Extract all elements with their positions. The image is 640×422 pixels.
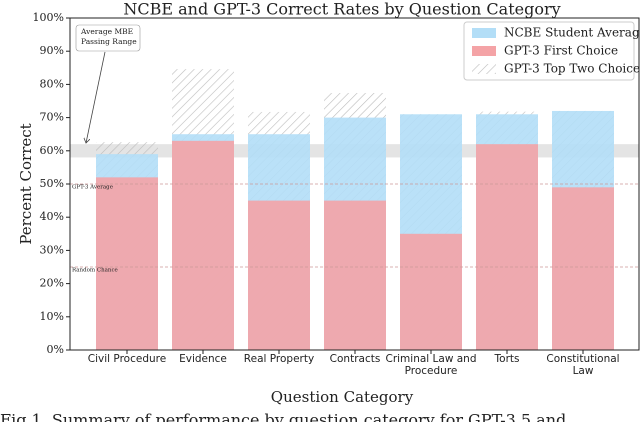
legend-label: GPT-3 Top Two Choices (504, 62, 640, 76)
legend-swatch (472, 46, 496, 56)
annotation-arrow (86, 51, 106, 143)
x-tick-label: Civil Procedure (88, 353, 166, 365)
x-tick-label: Real Property (244, 353, 314, 365)
x-tick-label: Torts (494, 353, 520, 365)
y-tick-label: 20% (40, 277, 64, 290)
y-tick-label: 0% (47, 343, 64, 356)
legend-label: GPT-3 First Choice (504, 44, 618, 58)
reference-label: GPT-3 Average (72, 185, 113, 191)
bar (324, 200, 386, 350)
x-tick-label: Criminal Law and Procedure (385, 353, 476, 377)
y-tick-label: 100% (33, 11, 64, 24)
x-axis-label: Question Category (271, 388, 414, 406)
legend-label: NCBE Student Average (504, 26, 640, 40)
bar (552, 187, 614, 350)
legend-swatch (472, 64, 496, 74)
legend-box (463, 21, 635, 81)
y-tick-label: 40% (40, 210, 64, 223)
bar (400, 233, 462, 350)
y-tick-label: 80% (40, 77, 64, 90)
reference-label: Random Chance (72, 268, 118, 274)
bar (476, 144, 538, 350)
y-axis-label: Percent Correct (17, 123, 35, 244)
x-tick-label: Contracts (330, 353, 381, 365)
y-tick-label: 30% (40, 243, 64, 256)
x-tick-label: Constitutional Law (546, 353, 619, 377)
y-tick-label: 70% (40, 111, 64, 124)
y-tick-label: 60% (40, 144, 64, 157)
bar (96, 177, 158, 350)
bar (248, 200, 310, 350)
chart-title: NCBE and GPT-3 Correct Rates by Question… (123, 0, 560, 19)
x-tick-label: Evidence (179, 353, 227, 365)
y-tick-label: 10% (40, 310, 64, 323)
legend-swatch (472, 28, 496, 38)
annotation-text: Average MBE Passing Range (80, 27, 137, 46)
annotation-box (75, 24, 141, 52)
caption: Fig 1. Summary of performance by questio… (0, 411, 566, 422)
bar (172, 140, 234, 350)
y-tick-label: 50% (40, 177, 64, 190)
y-tick-label: 90% (40, 44, 64, 57)
